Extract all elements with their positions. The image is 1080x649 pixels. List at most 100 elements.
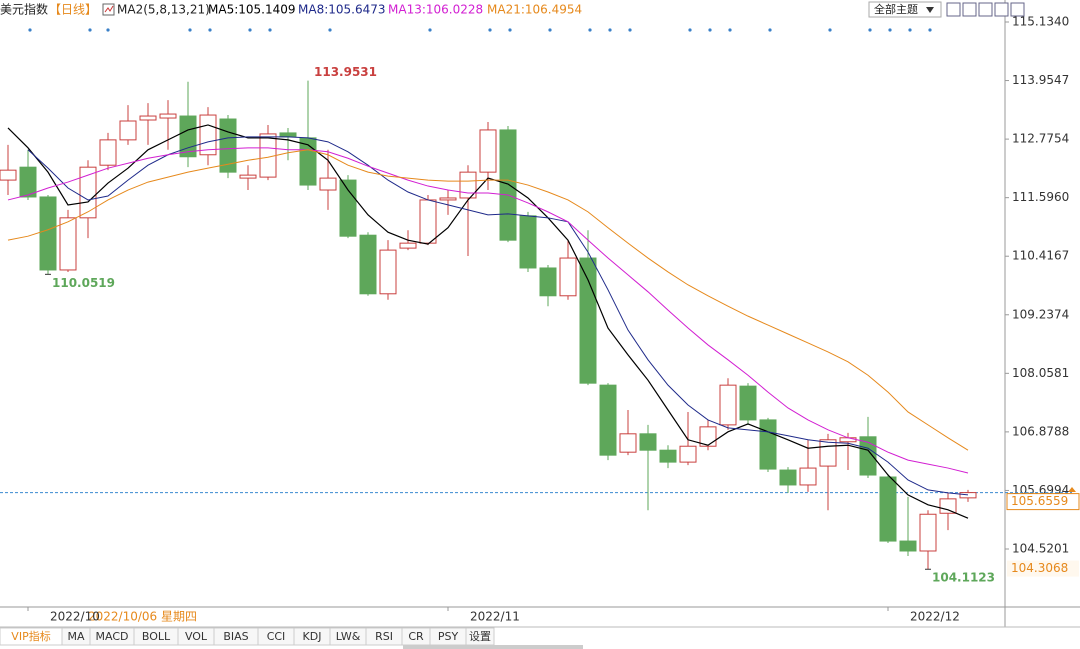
candle-body xyxy=(559,257,577,297)
event-dot xyxy=(548,28,552,32)
toolbar-tab-label: MA xyxy=(67,630,84,643)
candle-body xyxy=(0,169,17,181)
toolbar-tab-label: VIP指标 xyxy=(11,629,50,643)
candle-body xyxy=(199,114,217,156)
candle-body xyxy=(939,498,957,514)
y-tick-label: 112.7754 xyxy=(1012,132,1069,146)
candle-body xyxy=(319,177,337,191)
event-dot xyxy=(828,28,832,32)
toolbar-tab-label: CR xyxy=(408,630,424,643)
y-tick-label: 104.5201 xyxy=(1012,542,1069,556)
candle-body xyxy=(819,439,837,467)
candle-body xyxy=(459,171,477,199)
toolbar-tab-label: KDJ xyxy=(303,630,322,643)
price-marker-label: 104.3068 xyxy=(1011,561,1068,575)
crosshair-date: 2022/10/06 星期四 xyxy=(88,610,197,624)
event-dot xyxy=(428,28,432,32)
indicator-icon-glyph xyxy=(104,5,114,13)
legend-entry: MA13:106.0228 xyxy=(388,3,483,17)
event-dot xyxy=(188,28,192,32)
event-dot xyxy=(88,28,92,32)
event-dot xyxy=(28,28,32,32)
candle-body xyxy=(739,385,757,421)
candle-body xyxy=(759,419,777,470)
candle-body xyxy=(499,129,517,241)
candle-body xyxy=(99,139,117,166)
high-label: 113.9531 xyxy=(314,65,377,79)
candle-body xyxy=(359,234,377,295)
candle-body xyxy=(899,540,917,552)
price-marker-box xyxy=(1006,493,1080,511)
event-dot xyxy=(608,28,612,32)
event-dot xyxy=(106,28,110,32)
event-dot xyxy=(928,28,932,32)
candle-body xyxy=(139,115,157,121)
period: 【日线】 xyxy=(49,3,97,17)
ma-line xyxy=(7,149,969,451)
candle-body xyxy=(539,267,557,297)
candle-body xyxy=(919,513,937,552)
candle-body xyxy=(679,445,697,463)
select-arrow xyxy=(926,7,934,13)
toolbar-tab-label: CCI xyxy=(267,630,286,643)
event-dot xyxy=(208,28,212,32)
y-tick-label: 106.8788 xyxy=(1012,424,1069,438)
reset-button[interactable] xyxy=(1010,2,1025,17)
indicator: MA2(5,8,13,21) xyxy=(117,3,210,17)
candle-body xyxy=(839,437,857,443)
candle-body xyxy=(639,433,657,451)
event-dot xyxy=(888,28,892,32)
toolbar-tab-label: BIAS xyxy=(223,630,248,643)
candle-body xyxy=(19,166,37,198)
candle-body xyxy=(399,242,417,249)
price-marker-label: 105.6559 xyxy=(1011,494,1068,508)
y-tick-label: 115.1340 xyxy=(1012,14,1069,28)
legend-entry: MA8:105.6473 xyxy=(298,3,386,17)
event-dot xyxy=(768,28,772,32)
candle-body xyxy=(599,384,617,456)
zoom-button[interactable] xyxy=(962,2,977,17)
toolbar-tab-label: PSY xyxy=(438,630,459,643)
event-dot xyxy=(688,28,692,32)
candle-body xyxy=(799,467,817,486)
toolbar-tab-label: RSI xyxy=(375,630,393,643)
event-dot xyxy=(628,28,632,32)
candle-body xyxy=(879,476,897,542)
theme-select-label: 全部主题 xyxy=(874,2,918,16)
candle-body xyxy=(579,257,597,384)
candle-body xyxy=(479,129,497,173)
toolbar-tab-label: VOL xyxy=(185,630,208,643)
y-tick-label: 110.4167 xyxy=(1012,249,1069,263)
zoom-button[interactable] xyxy=(946,2,961,17)
event-dot xyxy=(488,28,492,32)
ma-line xyxy=(7,147,969,474)
candle-body xyxy=(119,120,137,141)
event-dot xyxy=(248,28,252,32)
candle-body xyxy=(219,118,237,173)
toolbar-tab-label: MACD xyxy=(96,630,129,643)
candle-body xyxy=(379,249,397,295)
event-dot xyxy=(868,28,872,32)
candle-body xyxy=(959,492,977,499)
candle-body xyxy=(699,426,717,447)
x-tick-label: 2022/10 xyxy=(50,610,100,624)
event-dot xyxy=(508,28,512,32)
theme-select[interactable] xyxy=(868,1,942,18)
tool-buttons xyxy=(946,2,1025,17)
y-tick-label: 108.0581 xyxy=(1012,366,1069,380)
candle-body xyxy=(279,132,297,138)
next-button[interactable] xyxy=(994,2,1009,17)
event-dot xyxy=(268,28,272,32)
prev-button[interactable] xyxy=(978,2,993,17)
toolbar-tab-label: LW& xyxy=(336,630,361,643)
candle-body xyxy=(719,384,737,426)
candle-body xyxy=(79,166,97,219)
legend-entry: MA5:105.1409 xyxy=(208,3,296,17)
candle-body xyxy=(59,217,77,271)
candle-body xyxy=(519,215,537,269)
y-tick-label: 111.5960 xyxy=(1012,190,1069,204)
y-tick-label: 109.2374 xyxy=(1012,307,1069,321)
low-label: 104.1123 xyxy=(932,571,995,585)
